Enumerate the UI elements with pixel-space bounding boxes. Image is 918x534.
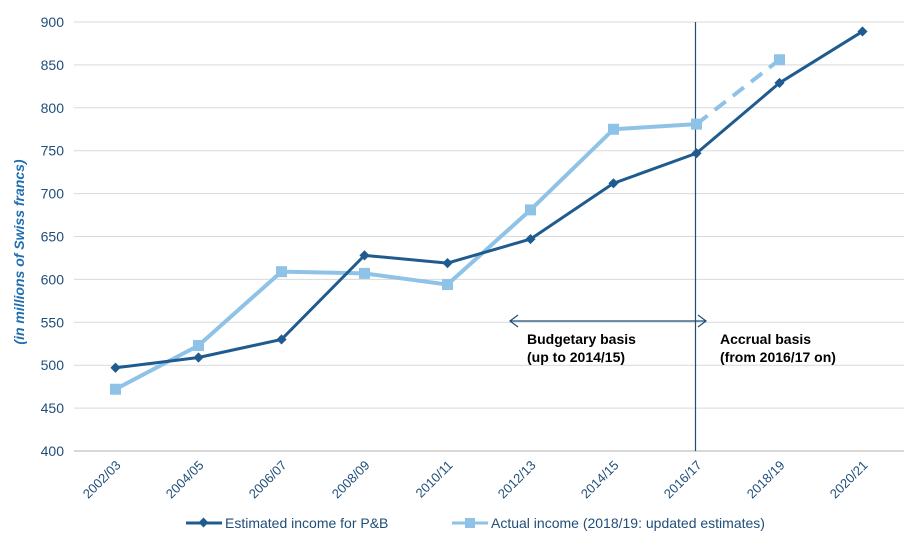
y-tick-label: 650 bbox=[41, 229, 65, 245]
y-axis-ticks: 400 450 500 550 600 650 700 750 800 850 900 bbox=[41, 14, 65, 459]
legend-label-actual: Actual income (2018/19: updated estimate… bbox=[491, 515, 765, 531]
data-point-marker bbox=[442, 258, 452, 268]
data-point-marker bbox=[774, 54, 785, 65]
x-tick-label: 2008/09 bbox=[329, 458, 373, 502]
y-tick-label: 450 bbox=[41, 400, 65, 416]
x-tick-label: 2016/17 bbox=[661, 458, 705, 502]
data-point-marker bbox=[525, 204, 536, 215]
legend-marker-estimated bbox=[199, 518, 209, 528]
data-point-marker bbox=[193, 352, 203, 362]
y-axis-label: (in millions of Swiss francs) bbox=[11, 159, 27, 344]
series-actual bbox=[110, 54, 785, 394]
legend: Estimated income for P&B Actual income (… bbox=[186, 515, 765, 531]
x-tick-label: 2004/05 bbox=[163, 458, 207, 502]
data-point-marker bbox=[359, 268, 370, 279]
x-tick-label: 2012/13 bbox=[495, 458, 539, 502]
y-tick-label: 700 bbox=[41, 186, 65, 202]
x-axis-ticks: 2002/03 2004/05 2006/07 2008/09 2010/11 2012/… bbox=[80, 458, 871, 502]
data-point-marker bbox=[276, 266, 287, 277]
legend-item-estimated: Estimated income for P&B bbox=[186, 515, 388, 531]
data-point-marker bbox=[110, 384, 121, 395]
y-tick-label: 500 bbox=[41, 357, 65, 373]
x-tick-label: 2002/03 bbox=[80, 458, 124, 502]
data-point-marker bbox=[691, 119, 702, 130]
accrual-basis-label: Accrual basis bbox=[720, 331, 811, 347]
x-tick-label: 2014/15 bbox=[578, 458, 622, 502]
y-tick-label: 550 bbox=[41, 314, 65, 330]
budgetary-basis-label: Budgetary basis bbox=[527, 331, 636, 347]
legend-marker-actual bbox=[465, 518, 475, 528]
x-tick-label: 2010/11 bbox=[412, 458, 455, 501]
data-point-marker bbox=[442, 279, 453, 290]
legend-label-estimated: Estimated income for P&B bbox=[225, 515, 388, 531]
y-tick-label: 800 bbox=[41, 100, 65, 116]
accrual-basis-sublabel: (from 2016/17 on) bbox=[720, 349, 836, 365]
y-tick-label: 750 bbox=[41, 143, 65, 159]
y-tick-label: 850 bbox=[41, 57, 65, 73]
y-tick-label: 400 bbox=[41, 443, 65, 459]
data-point-marker bbox=[608, 124, 619, 135]
x-tick-label: 2020/21 bbox=[827, 458, 871, 502]
y-tick-label: 900 bbox=[41, 14, 65, 30]
budgetary-basis-sublabel: (up to 2014/15) bbox=[527, 349, 625, 365]
y-tick-label: 600 bbox=[41, 271, 65, 287]
legend-item-actual: Actual income (2018/19: updated estimate… bbox=[452, 515, 765, 531]
x-tick-label: 2018/19 bbox=[744, 458, 788, 502]
data-point-marker bbox=[110, 363, 120, 373]
data-point-marker bbox=[193, 340, 204, 351]
x-tick-label: 2006/07 bbox=[246, 458, 290, 502]
budgetary-arrow bbox=[510, 315, 706, 327]
